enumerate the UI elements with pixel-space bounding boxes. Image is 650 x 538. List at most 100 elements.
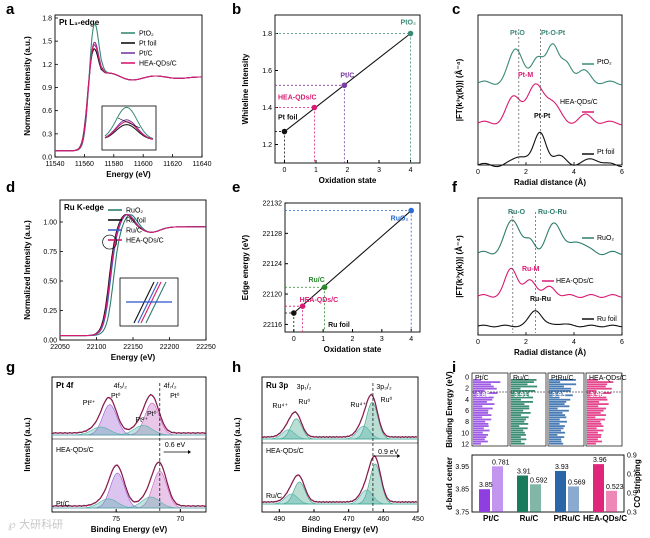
panel-i-dos-bar <box>511 379 537 381</box>
panel-a-ytick-label: 0.9 <box>42 85 52 92</box>
panel-i-top-ytick-label: 6 <box>465 408 469 415</box>
panel-i-top-ytick-label: 8 <box>465 419 469 426</box>
panel-b-ytick-label: 1.4 <box>262 105 272 112</box>
panel-i-bar-label: 0.523 <box>606 484 624 491</box>
panel-i-dos-bar <box>549 420 568 423</box>
panel-i-bar-label: 3.85 <box>479 482 493 489</box>
panel-a-title: Pt L₃-edge <box>59 18 100 27</box>
panel-a-inset-frame <box>101 105 157 151</box>
panel-i-dos-bar <box>549 425 565 427</box>
panel-i-dos-bar <box>587 442 596 445</box>
panel-h-ylabel: Intensity (a.u.) <box>233 417 242 472</box>
panel-i-dos-title: Pt/C <box>475 375 489 382</box>
panel-i-dos-bar <box>473 431 483 434</box>
panel-d-series-line <box>60 213 206 337</box>
panel-i-bar-co <box>568 486 579 512</box>
panel-i-dos-bar <box>511 383 528 386</box>
panel-d-xtick-label: 22250 <box>196 344 216 351</box>
panel-i-dos-bar <box>549 387 572 390</box>
panel-c-ylabel: |FT(k³χ(k))| (Å⁻⁴) <box>455 58 464 121</box>
panel-g-component-peak <box>52 472 206 509</box>
panel-h-frame <box>261 376 419 513</box>
panel-i-dos-bar <box>473 385 494 388</box>
panel-i-bottom-frame <box>471 454 625 513</box>
panel-i-dos-bar <box>473 429 490 432</box>
panel-a-series-line <box>55 44 202 152</box>
panel-i-dos-bar <box>511 427 528 430</box>
panel-g-component-peak <box>52 425 206 436</box>
panel-i-dos-bar <box>549 392 564 394</box>
panel-h-xtick-label: 460 <box>377 516 389 523</box>
panel-i-dos-bar <box>473 409 489 412</box>
panel-a-inset-line <box>104 121 154 140</box>
panel-i-dos-bar <box>511 403 525 405</box>
panel-h-title: Ru 3p <box>266 381 288 390</box>
panel-e-point <box>321 284 328 291</box>
panel-i-dos-bar <box>549 409 569 412</box>
panel-i-dos-bar <box>549 381 561 383</box>
panel-i-dos-bar <box>511 440 522 443</box>
panel-a-label: a <box>6 1 15 18</box>
panel-i-top-ytick-label: 4 <box>465 397 469 404</box>
panel-e-xlabel: Oxidation state <box>324 345 382 354</box>
panel-i-dos-bar <box>549 412 563 414</box>
panel-i-bar-label: 3.93 <box>555 464 569 471</box>
panel-a-xtick-label: 11620 <box>163 161 182 168</box>
panel-b-point <box>311 104 318 111</box>
panel-c-series-line <box>477 131 623 168</box>
panel-c-annot-ptopt: Pt-O-Pt <box>541 30 566 37</box>
panel-f-legend-label: RuO₂ <box>597 235 614 242</box>
panel-h-xtick-label: 450 <box>412 516 424 523</box>
panel-g-title: Pt 4f <box>56 381 74 390</box>
panel-i-left-tick: 3.85 <box>455 487 469 494</box>
panel-e-xtick-label: 1 <box>321 336 325 343</box>
panel-i-dos-bar <box>549 416 567 419</box>
panel-i-dos-bar <box>549 418 560 421</box>
panel-a-legend-label: Pt/C <box>139 51 153 58</box>
panel-d-legend-label: Ru foil <box>126 218 146 225</box>
panel-e-ytick-label: 22120 <box>263 292 283 299</box>
panel-i-dos-bar <box>473 401 487 403</box>
panel-f-xtick-label: 0 <box>476 339 480 346</box>
panel-i-category-label: HEA-QDs/C <box>583 514 627 523</box>
panel-c-legend-label: HEA-QDs/C <box>560 99 598 106</box>
panel-i-dos-bar <box>473 438 485 441</box>
panel-e-fit-line <box>293 210 412 314</box>
panel-d-legend-label: Ru/C <box>126 228 142 235</box>
panel-b-point-label: HEA-QDs/C <box>278 95 317 102</box>
panel-e-ytick-label: 22124 <box>263 261 283 268</box>
panel-h-shift-arrowhead <box>397 454 401 458</box>
panel-h-peak-label: Ru⁴⁺ <box>272 403 288 410</box>
panel-a-xtick-label: 11580 <box>104 161 123 168</box>
panel-d-xtick-label: 22150 <box>123 344 143 351</box>
panel-g-raw <box>51 461 207 508</box>
panel-e-xtick-label: 4 <box>409 336 413 343</box>
panel-d-ytick-label: 0.50 <box>43 279 57 286</box>
panel-f-annot-rum: Ru-M <box>522 266 540 273</box>
panel-i-bar-label: 0.592 <box>530 477 548 484</box>
panel-i-bar-dband <box>517 475 528 512</box>
panel-d-xtick-label: 22200 <box>160 344 180 351</box>
panel-i-bar-co <box>606 490 617 512</box>
panel-i-dos-bar <box>511 409 524 412</box>
panel-i-dos-bar <box>511 412 531 414</box>
panel-i-dos-bar <box>511 436 521 438</box>
panel-i-dos-bar <box>587 398 608 401</box>
panel-b-xtick-label: 2 <box>346 167 350 174</box>
panel-f-frame <box>477 197 623 336</box>
panel-h-peak-label: 3p₁/₂ <box>297 384 312 391</box>
panel-i-dos-bar <box>549 396 560 399</box>
panel-c-series-line <box>477 43 623 86</box>
panel-i-dos-bar <box>549 379 576 381</box>
panel-g-shift-label: 0.6 eV <box>165 442 186 449</box>
panel-d-label: d <box>6 179 15 196</box>
panel-c-annot-ptm: Pt-M <box>518 72 533 79</box>
panel-i-dos-bar <box>549 390 571 392</box>
panel-i-dos-bar <box>511 396 534 399</box>
panel-i-dos-bar <box>473 436 487 438</box>
panel-i-bar-co <box>492 466 503 512</box>
panel-b-ytick-label: 1.2 <box>262 142 272 149</box>
panel-c-annot-pto: Pt-O <box>510 30 525 37</box>
panel-i-dos-bar <box>473 407 493 410</box>
panel-h-xtick-label: 470 <box>343 516 355 523</box>
